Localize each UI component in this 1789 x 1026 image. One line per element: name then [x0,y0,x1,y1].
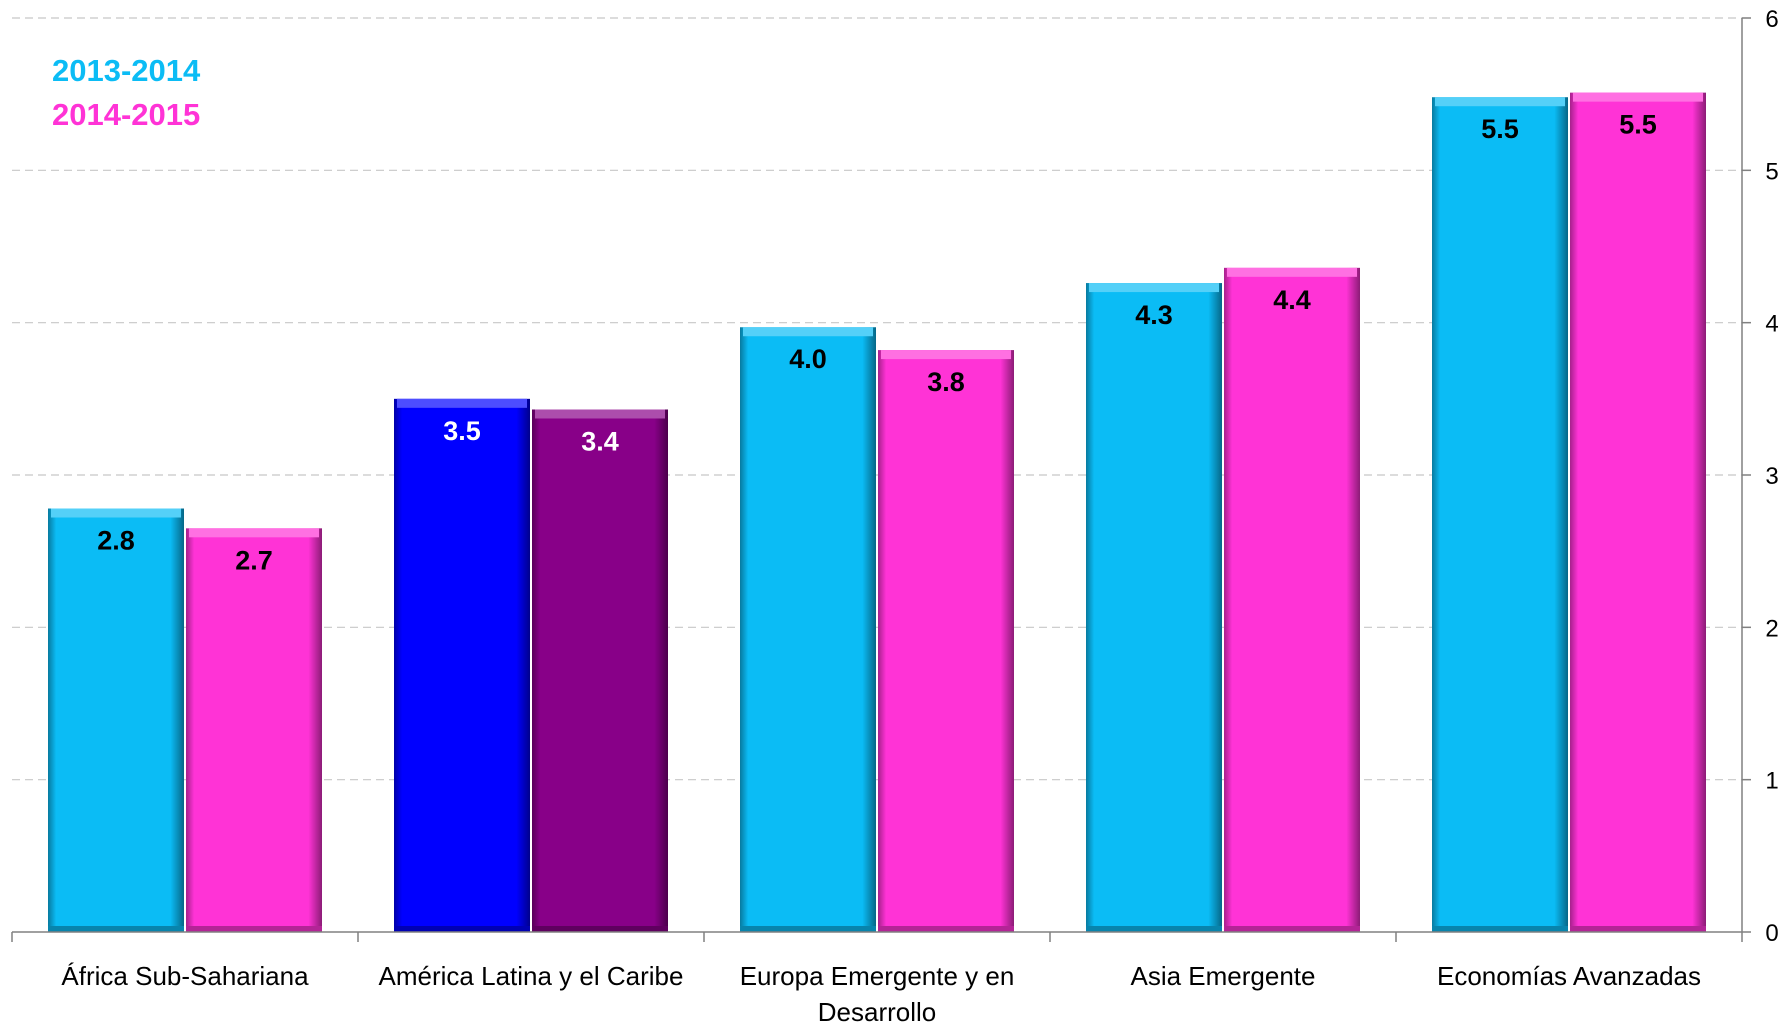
y-tick-label: 3 [1765,463,1778,490]
data-label: 2.7 [235,545,273,575]
bar-bevel [51,508,181,518]
bar [878,350,1014,932]
bar-base [48,926,184,932]
bar-base [532,926,668,932]
bars [48,92,1706,933]
y-tick-label: 2 [1765,615,1778,642]
data-label: 3.5 [443,416,481,446]
data-labels: 2.8 2.7 3.5 3.4 4.0 3.8 4.3 4.4 5.5 5.5 [97,110,1657,576]
bar-bevel [1573,92,1703,102]
bar-base [1224,926,1360,932]
bar-bevel [1227,267,1357,277]
data-label: 5.5 [1481,114,1519,144]
bar-bevel [1435,97,1565,107]
category-label: Desarrollo [818,997,937,1026]
data-label: 2.8 [97,526,135,556]
bar [394,398,530,932]
legend-entry: 2013-2014 [52,53,201,88]
data-label: 5.5 [1619,110,1657,140]
category-label: Europa Emergente y en [740,961,1015,991]
bar [1224,267,1360,932]
bar [740,327,876,932]
bar [48,508,184,932]
y-tick-label: 5 [1765,158,1778,185]
y-tick-label: 0 [1765,920,1778,947]
axes: África Sub-Sahariana América Latina y el … [11,6,1779,1026]
data-label: 4.4 [1273,285,1311,315]
bar [1570,92,1706,933]
y-tick-label: 4 [1765,311,1778,338]
bar-base [394,926,530,932]
data-label: 3.8 [927,367,965,397]
category-label: América Latina y el Caribe [379,961,684,991]
category-label: África Sub-Sahariana [61,961,309,991]
legend: 2013-2014 2014-2015 [52,53,201,132]
bar [1086,283,1222,932]
bar-bevel [535,409,665,419]
y-tick-label: 1 [1765,768,1778,795]
bar-bevel [1089,283,1219,293]
legend-entry: 2014-2015 [52,97,200,132]
bar-base [186,926,322,932]
category-label: Asia Emergente [1131,961,1316,991]
bar-base [1086,926,1222,932]
bar-base [1570,926,1706,932]
data-label: 4.0 [789,344,827,374]
data-label: 3.4 [581,426,619,456]
bar-bevel [881,350,1011,360]
category-label: Economías Avanzadas [1437,961,1701,991]
bar-bevel [189,528,319,538]
data-label: 4.3 [1135,300,1173,330]
y-tick-label: 6 [1765,6,1778,33]
bar [1432,97,1568,933]
bar [532,409,668,932]
bar-base [740,926,876,932]
bar [186,528,322,932]
bar-base [1432,926,1568,932]
bar-base [878,926,1014,932]
bar-bevel [397,398,527,408]
bar-bevel [743,327,873,337]
